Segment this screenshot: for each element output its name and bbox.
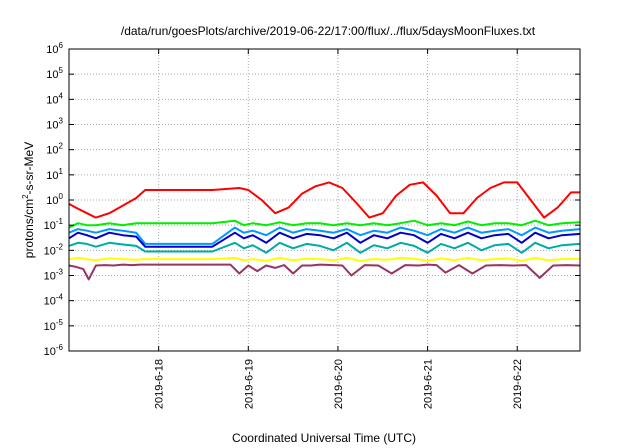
y-tick-label: 10-3 [44, 268, 64, 283]
grid [69, 49, 580, 351]
series-line-4 [68, 231, 581, 248]
y-tick-label: 10-6 [44, 343, 64, 358]
y-tick-label-exp: 2 [59, 142, 64, 151]
y-tick-label-exp: 6 [59, 41, 64, 50]
y-axis-label: protons/cm2-s-sr-MeV [21, 142, 36, 258]
series-group [68, 181, 581, 281]
y-tick-label-exp: 5 [59, 66, 64, 75]
y-tick-label: 105 [46, 66, 63, 81]
x-tick-label: 2019-6-22 [512, 359, 524, 409]
series-line-2 [68, 219, 581, 229]
y-axis-label-base: protons/cm [22, 199, 36, 258]
y-tick-label-base: 10 [46, 145, 58, 157]
y-tick-label-exp: -6 [56, 343, 64, 352]
y-tick-label-exp: -2 [56, 242, 64, 251]
y-tick-label-exp: 1 [59, 167, 64, 176]
y-axis-label-rest: -s-sr-MeV [22, 142, 36, 195]
y-tick-label-base: 10 [46, 170, 58, 182]
x-axis-ticks: 2019-6-18 2019-6-19 2019-6-20 2019-6-21 2019… [154, 49, 524, 409]
y-tick-label-base: 10 [46, 94, 58, 106]
y-tick-label-exp: 3 [59, 117, 64, 126]
series-line-1 [68, 181, 580, 219]
x-tick-label: 2019-6-21 [423, 359, 435, 409]
series-line-6 [68, 256, 581, 262]
y-tick-label-base: 10 [46, 44, 58, 56]
y-tick-label: 10-2 [44, 242, 64, 257]
y-tick-label: 10-4 [44, 293, 64, 308]
series-line-7 [68, 263, 581, 281]
y-tick-label-exp: 4 [59, 91, 64, 100]
y-tick-label-base: 10 [44, 346, 56, 358]
y-tick-label-exp: -4 [56, 293, 64, 302]
y-tick-label: 100 [46, 192, 63, 207]
y-tick-label: 101 [46, 167, 63, 182]
y-tick-label-base: 10 [46, 69, 58, 81]
y-tick-label: 10-1 [44, 217, 64, 232]
y-axis-ticks: 10610510410310210110010-110-210-310-410-… [44, 41, 580, 358]
y-tick-label-base: 10 [46, 120, 58, 132]
x-tick-label: 2019-6-19 [243, 359, 255, 409]
chart-title: /data/run/goesPlots/archive/2019-06-22/1… [121, 24, 536, 38]
x-axis-label: Coordinated Universal Time (UTC) [232, 431, 416, 445]
y-tick-label-base: 10 [44, 321, 56, 333]
y-tick-label: 106 [46, 41, 63, 56]
series-line-5 [68, 241, 581, 254]
y-tick-label-base: 10 [44, 296, 56, 308]
x-tick-label: 2019-6-18 [154, 359, 166, 409]
y-tick-label-exp: -1 [56, 217, 64, 226]
y-tick-label-base: 10 [44, 271, 56, 283]
y-tick-label-base: 10 [44, 245, 56, 257]
y-tick-label-exp: -3 [56, 268, 64, 277]
x-tick-label: 2019-6-20 [333, 359, 345, 409]
y-tick-label-exp: 0 [59, 192, 64, 201]
y-tick-label-exp: -5 [56, 318, 64, 327]
series-line-3 [68, 226, 581, 245]
y-axis-label-sup: 2 [21, 194, 30, 199]
y-tick-label: 103 [46, 117, 63, 132]
y-tick-label: 104 [46, 91, 63, 106]
y-tick-label: 10-5 [44, 318, 64, 333]
y-tick-label: 102 [46, 142, 63, 157]
y-tick-label-base: 10 [44, 220, 56, 232]
y-tick-label-base: 10 [46, 195, 58, 207]
